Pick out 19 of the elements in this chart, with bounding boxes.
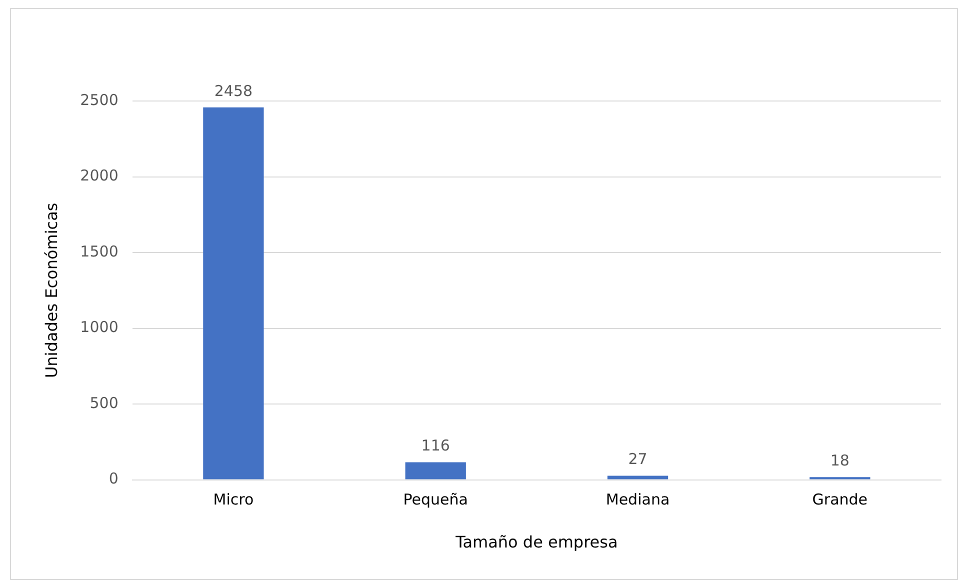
y-tick-label: 2000 xyxy=(80,166,118,185)
bar xyxy=(203,107,264,480)
y-tick-label: 500 xyxy=(90,394,118,412)
data-label: 2458 xyxy=(214,82,253,100)
data-label: 18 xyxy=(830,451,850,470)
bar xyxy=(405,462,466,480)
x-tick-label: Grande xyxy=(812,490,868,509)
y-tick-label: 0 xyxy=(108,470,118,488)
y-tick-label: 1500 xyxy=(80,242,118,260)
x-tick-label: Mediana xyxy=(606,490,670,509)
data-label: 116 xyxy=(421,436,450,455)
y-axis-title: Unidades Económicas xyxy=(42,202,61,378)
data-label: 27 xyxy=(628,450,648,468)
y-tick-label: 1000 xyxy=(80,318,118,336)
x-tick-label: Micro xyxy=(213,490,254,509)
x-tick-label: Pequeña xyxy=(403,490,468,509)
y-tick-label: 2500 xyxy=(80,90,118,109)
x-axis-title: Tamaño de empresa xyxy=(454,532,618,552)
bar xyxy=(607,476,668,480)
